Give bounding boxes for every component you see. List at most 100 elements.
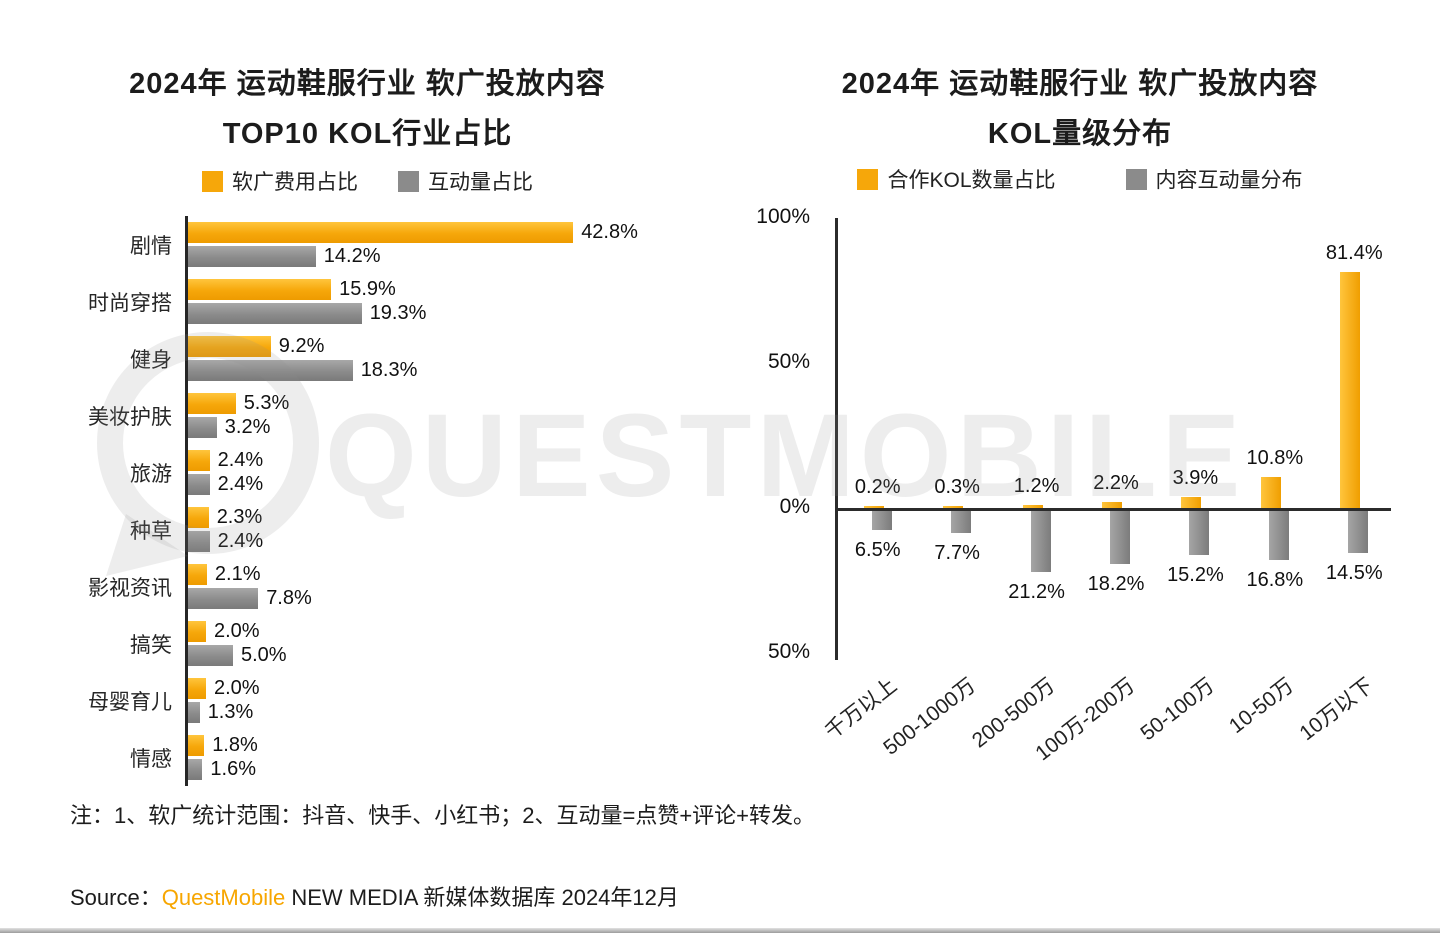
category-bars: 1.8% 1.6% [185,729,690,786]
y-axis-tick: 50% [767,350,810,373]
engagement-dist-value: 21.2% [1008,581,1065,604]
engagement-value: 18.3% [360,359,418,381]
category-bars: 2.4% 2.4% [185,444,690,501]
engagement-dist-bar [871,511,892,530]
spend-bar [188,279,332,300]
spend-line: 2.3% [188,506,690,528]
kol-count-bar [1260,476,1281,508]
spend-value: 5.3% [243,392,290,414]
kol-count-bar [1181,496,1202,508]
engagement-line: 1.3% [188,701,690,723]
engagement-line: 2.4% [188,530,690,552]
x-axis-label: 10-50万 [1225,673,1299,739]
category-bars: 42.8% 14.2% [185,216,690,273]
category-label: 时尚穿搭 [88,291,172,315]
legend-item-spend: 软广费用占比 [202,166,358,196]
spend-value: 2.4% [217,449,264,471]
right-chart-legend: 合作KOL数量占比 内容互动量分布 [765,164,1395,194]
engagement-dist-value: 18.2% [1087,572,1145,595]
engagement-value: 14.2% [323,245,381,267]
spend-line: 5.3% [188,392,690,414]
engagement-dist-value: 15.2% [1167,564,1224,587]
spend-value: 2.0% [214,620,260,642]
right-chart-title-line1: 2024年 运动鞋服行业 软广投放内容 [841,68,1319,100]
x-axis-label: 10万以下 [1295,673,1378,746]
spend-value: 1.8% [212,734,258,756]
category-bars: 2.1% 7.8% [185,558,690,615]
kol-count-value: 0.2% [854,476,901,498]
kol-count-value: 1.2% [1013,474,1060,497]
kol-count-value: 3.9% [1172,466,1219,489]
engagement-line: 3.2% [188,416,690,438]
source-prefix: Source： [70,885,162,910]
spend-line: 2.0% [188,677,690,699]
kol-count-value: 0.3% [934,476,980,498]
category-label: 情感 [130,747,172,771]
category-label: 种草 [130,519,172,543]
engagement-bar [188,645,233,666]
engagement-bar [188,759,203,780]
spend-line: 2.4% [188,449,690,471]
engagement-dist-value: 14.5% [1325,562,1383,585]
left-chart-title-line2: TOP10 KOL行业占比 [222,118,513,150]
spend-line: 2.1% [188,563,690,585]
category-row: 健身 9.2% 18.3% [60,330,690,387]
engagement-bar [188,588,259,609]
category-row: 时尚穿搭 15.9% 19.3% [60,273,690,330]
spend-bar [188,336,271,357]
engagement-line: 1.6% [188,758,690,780]
footnote: 注：1、软广统计范围：抖音、快手、小红书；2、互动量=点赞+评论+转发。 [70,803,816,828]
legend-swatch-spend [202,170,223,192]
category-row: 种草 2.3% 2.4% [60,501,690,558]
engagement-value: 1.3% [207,701,254,723]
engagement-bar [188,531,210,552]
category-row: 影视资讯 2.1% 7.8% [60,558,690,615]
engagement-line: 18.3% [188,359,690,381]
spend-value: 9.2% [278,335,325,357]
kol-count-value: 81.4% [1325,241,1383,264]
left-bar-chart: 剧情 42.8% 14.2% 时尚穿搭 15.9% 19.3% 健身 9.2% 18.3% 美妆护… [60,216,690,786]
engagement-dist-bar [951,511,972,534]
left-chart-legend: 软广费用占比 互动量占比 [55,166,680,196]
category-row: 母婴育儿 2.0% 1.3% [60,672,690,729]
kol-count-value: 2.2% [1093,471,1139,494]
kol-count-bar [1022,504,1043,508]
category-bars: 2.0% 1.3% [185,672,690,729]
category-row: 搞笑 2.0% 5.0% [60,615,690,672]
engagement-line: 5.0% [188,644,690,666]
legend-swatch-kol-count [857,168,879,190]
left-chart-title-line1: 2024年 运动鞋服行业 软广投放内容 [129,68,606,100]
spend-value: 15.9% [339,278,396,300]
spend-bar [188,735,205,756]
spend-value: 2.3% [216,506,263,528]
spend-bar [188,621,206,642]
engagement-dist-bar [1348,511,1369,554]
right-bar-chart: 0.2% 6.5% 千万以上 0.3% 7.7% 500-1000万 1.2% 21.2% 20… [821,218,1391,765]
engagement-value: 19.3% [369,302,427,324]
spend-bar [188,564,207,585]
engagement-line: 7.8% [188,587,690,609]
right-chart-title-line2: KOL量级分布 [987,118,1173,150]
engagement-value: 1.6% [210,758,256,780]
spend-bar [188,222,574,243]
category-bars: 9.2% 18.3% [185,330,690,387]
category-row: 剧情 42.8% 14.2% [60,216,690,273]
category-bars: 5.3% 3.2% [185,387,690,444]
source-brand: QuestMobile [161,885,286,910]
right-chart-y-axis: 100% 50% 0% 50% [742,205,822,663]
engagement-line: 14.2% [188,245,690,267]
spend-bar [188,450,210,471]
spend-value: 42.8% [581,221,638,243]
spend-bar [188,507,209,528]
engagement-line: 2.4% [188,473,690,495]
engagement-value: 2.4% [217,530,264,552]
engagement-bar [188,303,362,324]
x-axis-label: 50-100万 [1136,673,1219,746]
engagement-bar [188,417,217,438]
category-label: 搞笑 [130,633,172,657]
legend-item-engagement-dist: 内容互动量分布 [1125,164,1303,194]
legend-label-spend: 软广费用占比 [232,171,358,194]
engagement-value: 3.2% [224,416,271,438]
category-row: 美妆护肤 5.3% 3.2% [60,387,690,444]
